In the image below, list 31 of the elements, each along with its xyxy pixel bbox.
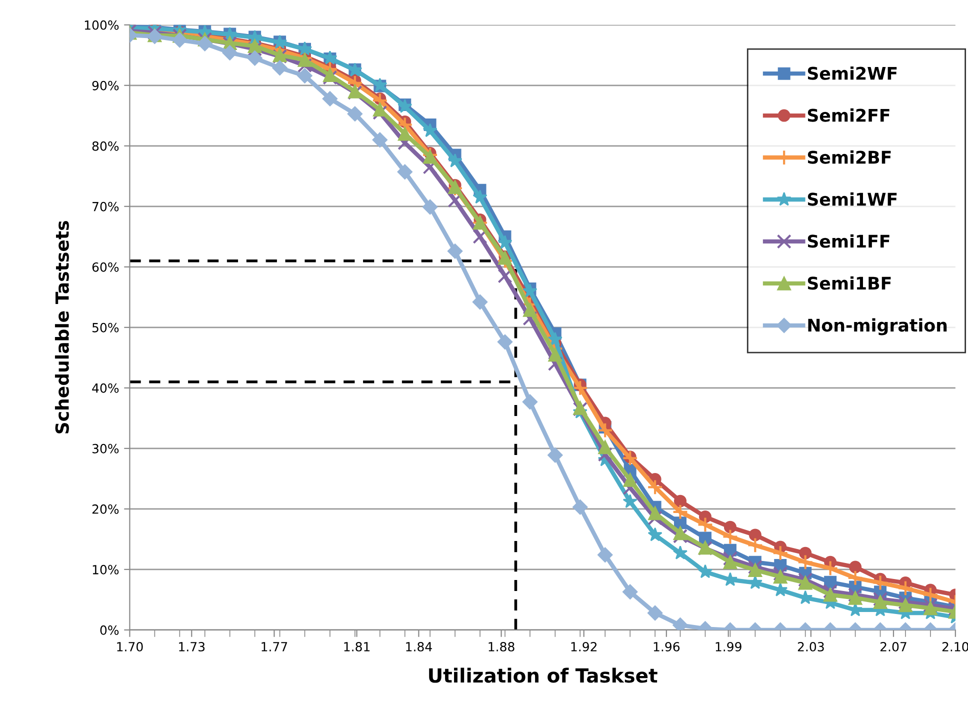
x-tick-label: 1.88 [488,642,514,652]
x-tick-label: 1.92 [571,642,597,652]
x-tick-label: 1.96 [654,642,680,652]
legend-label: Non-migration [808,318,947,336]
x-tick-label: 1.70 [117,642,143,652]
x-tick-label: 1.84 [406,642,432,652]
y-axis-title: Schedulable Tastsets [54,221,69,434]
y-tick-label: 30% [92,444,119,454]
x-axis-title: Utilization of Taskset [429,668,658,683]
y-tick-label: 70% [92,202,119,212]
x-tick-label: 1.73 [179,642,205,652]
legend-label: Semi1FF [808,234,890,248]
y-tick-label: 0% [100,625,119,635]
legend-label: Semi2BF [808,150,891,164]
y-tick-label: 40% [92,383,119,393]
legend-label: Semi2FF [808,108,890,122]
y-tick-label: 50% [92,322,119,332]
x-tick-label: 1.99 [716,642,742,652]
legend-label: Semi1BF [808,276,891,290]
y-tick-label: 100% [84,20,119,30]
x-tick-label: 1.77 [262,642,288,652]
x-tick-label: 2.03 [798,642,824,652]
y-tick-label: 60% [92,262,119,272]
x-tick-label: 2.07 [880,642,906,652]
x-tick-label: 1.81 [344,642,370,652]
legend-label: Semi1WF [808,192,897,206]
legend-label: Semi2WF [808,66,897,80]
y-tick-label: 90% [92,80,119,90]
y-tick-label: 20% [92,504,119,514]
y-tick-label: 10% [92,564,119,574]
y-tick-label: 80% [92,141,119,151]
